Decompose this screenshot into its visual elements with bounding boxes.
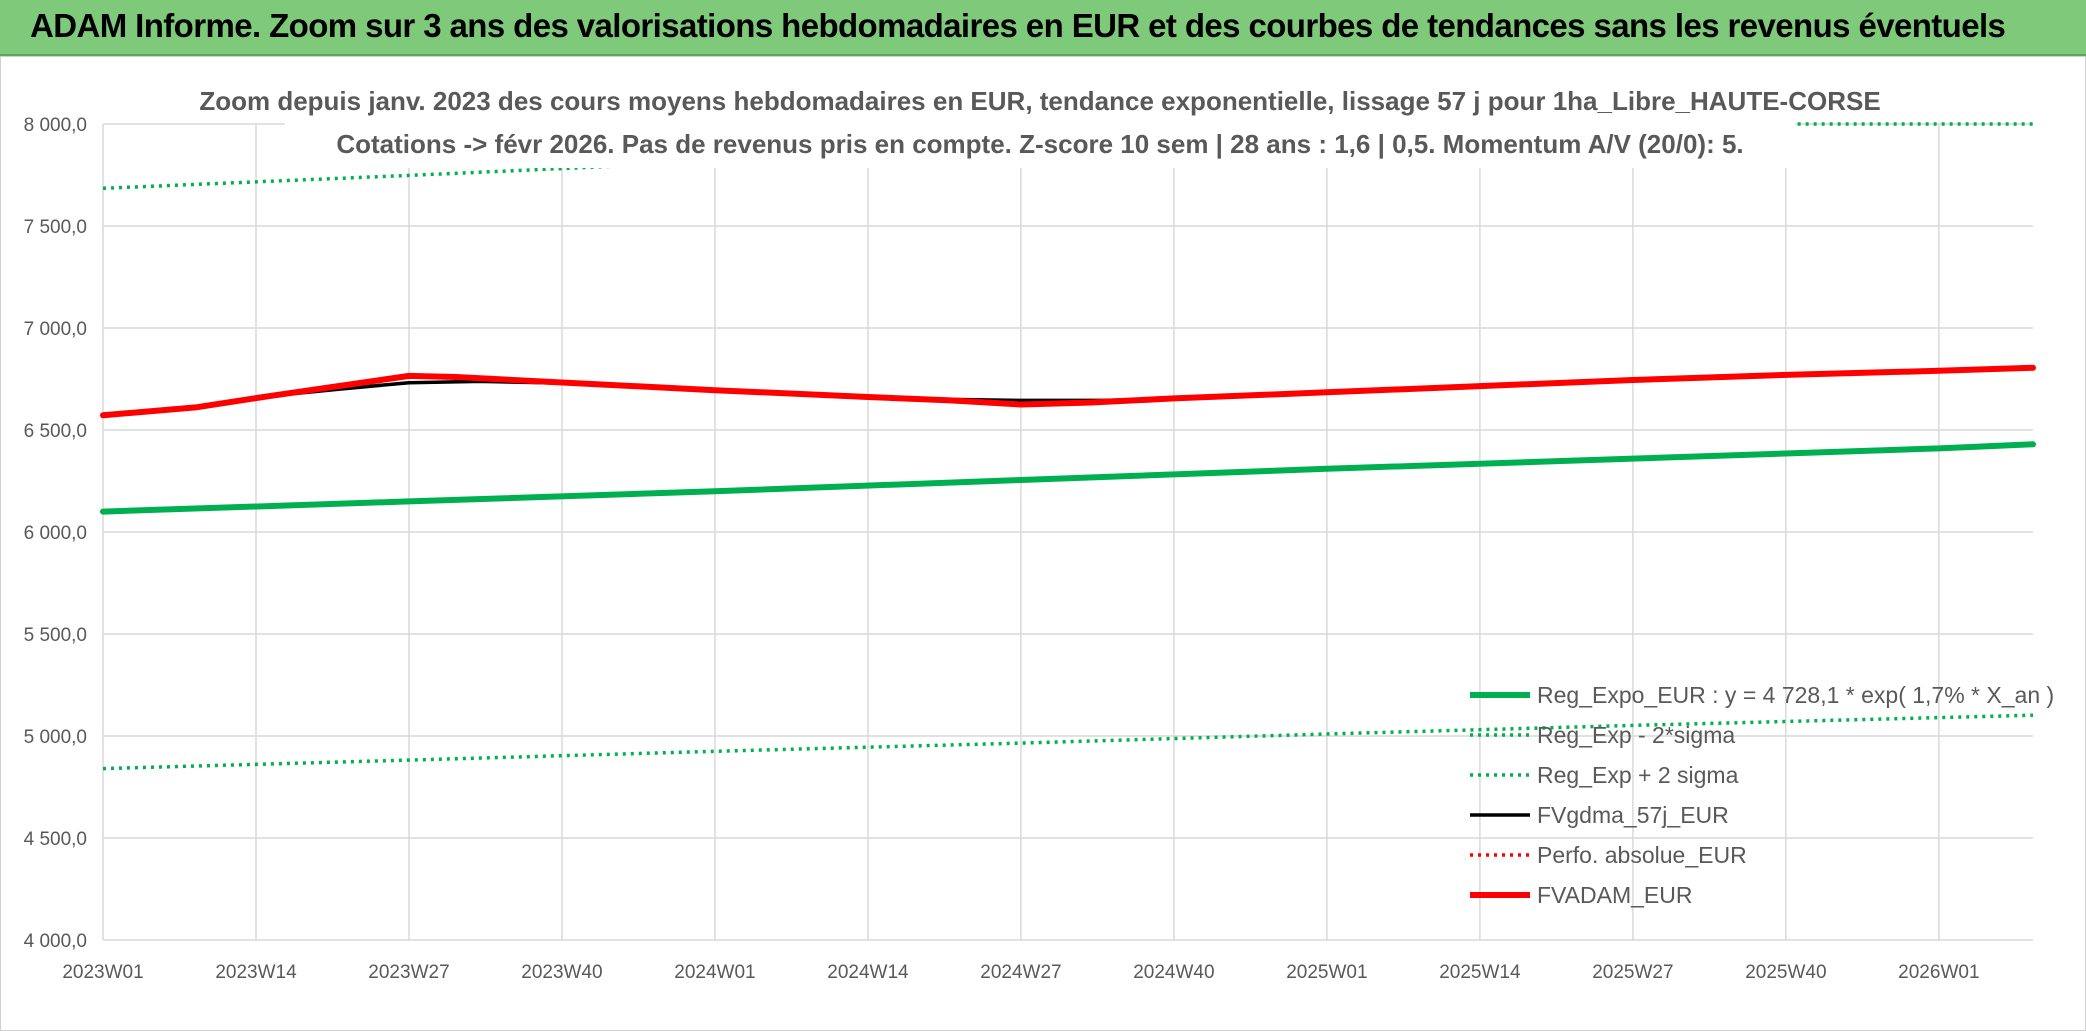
x-tick-label: 2023W14 <box>215 962 297 983</box>
legend-label: FVADAM_EUR <box>1537 882 1693 908</box>
x-tick-label: 2025W27 <box>1592 962 1673 983</box>
x-tick-label: 2024W01 <box>674 962 755 983</box>
chart-title: Zoom depuis janv. 2023 des cours moyens … <box>199 82 1881 168</box>
grid-layer <box>102 123 2033 941</box>
y-tick-label: 5 500,0 <box>24 625 87 646</box>
y-tick-label: 4 500,0 <box>24 829 87 850</box>
y-tick-label: 8 000,0 <box>24 115 87 136</box>
legend-label: Reg_Exp + 2 sigma <box>1537 762 1739 788</box>
series-line-0 <box>100 441 2036 515</box>
y-tick-label: 7 500,0 <box>24 217 87 238</box>
x-tick-label: 2024W40 <box>1133 962 1214 983</box>
x-tick-label: 2023W01 <box>62 962 143 983</box>
x-tick-label: 2026W01 <box>1898 962 1979 983</box>
legend-label: FVgdma_57j_EUR <box>1537 802 1729 828</box>
y-tick-label: 6 500,0 <box>24 421 87 442</box>
banner: ADAM Informe. Zoom sur 3 ans des valoris… <box>0 0 2086 56</box>
legend-label: Perfo. absolue_EUR <box>1537 842 1747 868</box>
y-tick-label: 4 000,0 <box>24 931 87 952</box>
chart-title-line-2: Cotations -> févr 2026. Pas de revenus p… <box>336 129 1743 159</box>
legend-label: Reg_Expo_EUR : y = 4 728,1 * exp( 1,7% *… <box>1537 682 2054 708</box>
series-layer <box>100 122 2036 771</box>
legend-label: Reg_Exp - 2*sigma <box>1537 722 1735 748</box>
x-tick-label: 2024W27 <box>980 962 1061 983</box>
x-tick-label: 2025W14 <box>1439 962 1521 983</box>
series-line-1 <box>102 713 2034 771</box>
axis-labels: 4 000,0 4 500,0 5 000,0 5 500,0 6 000,0 6 500… <box>24 115 1980 983</box>
y-tick-label: 6 000,0 <box>24 523 87 544</box>
series-line-2 <box>102 122 2033 191</box>
y-tick-label: 7 000,0 <box>24 319 87 340</box>
x-tick-label: 2023W40 <box>521 962 602 983</box>
x-tick-label: 2023W27 <box>368 962 449 983</box>
chart-frame <box>0 56 2086 1031</box>
x-tick-label: 2025W40 <box>1745 962 1826 983</box>
legend: Reg_Expo_EUR : y = 4 728,1 * exp( 1,7% *… <box>1470 682 2054 908</box>
x-tick-label: 2025W01 <box>1286 962 1367 983</box>
chart-title-line-1: Zoom depuis janv. 2023 des cours moyens … <box>199 86 1880 116</box>
banner-title: ADAM Informe. Zoom sur 3 ans des valoris… <box>30 7 2006 44</box>
x-tick-label: 2024W14 <box>827 962 909 983</box>
series-line-5 <box>100 364 2036 419</box>
chart-title-backdrop <box>285 82 1795 168</box>
y-tick-label: 5 000,0 <box>24 727 87 748</box>
